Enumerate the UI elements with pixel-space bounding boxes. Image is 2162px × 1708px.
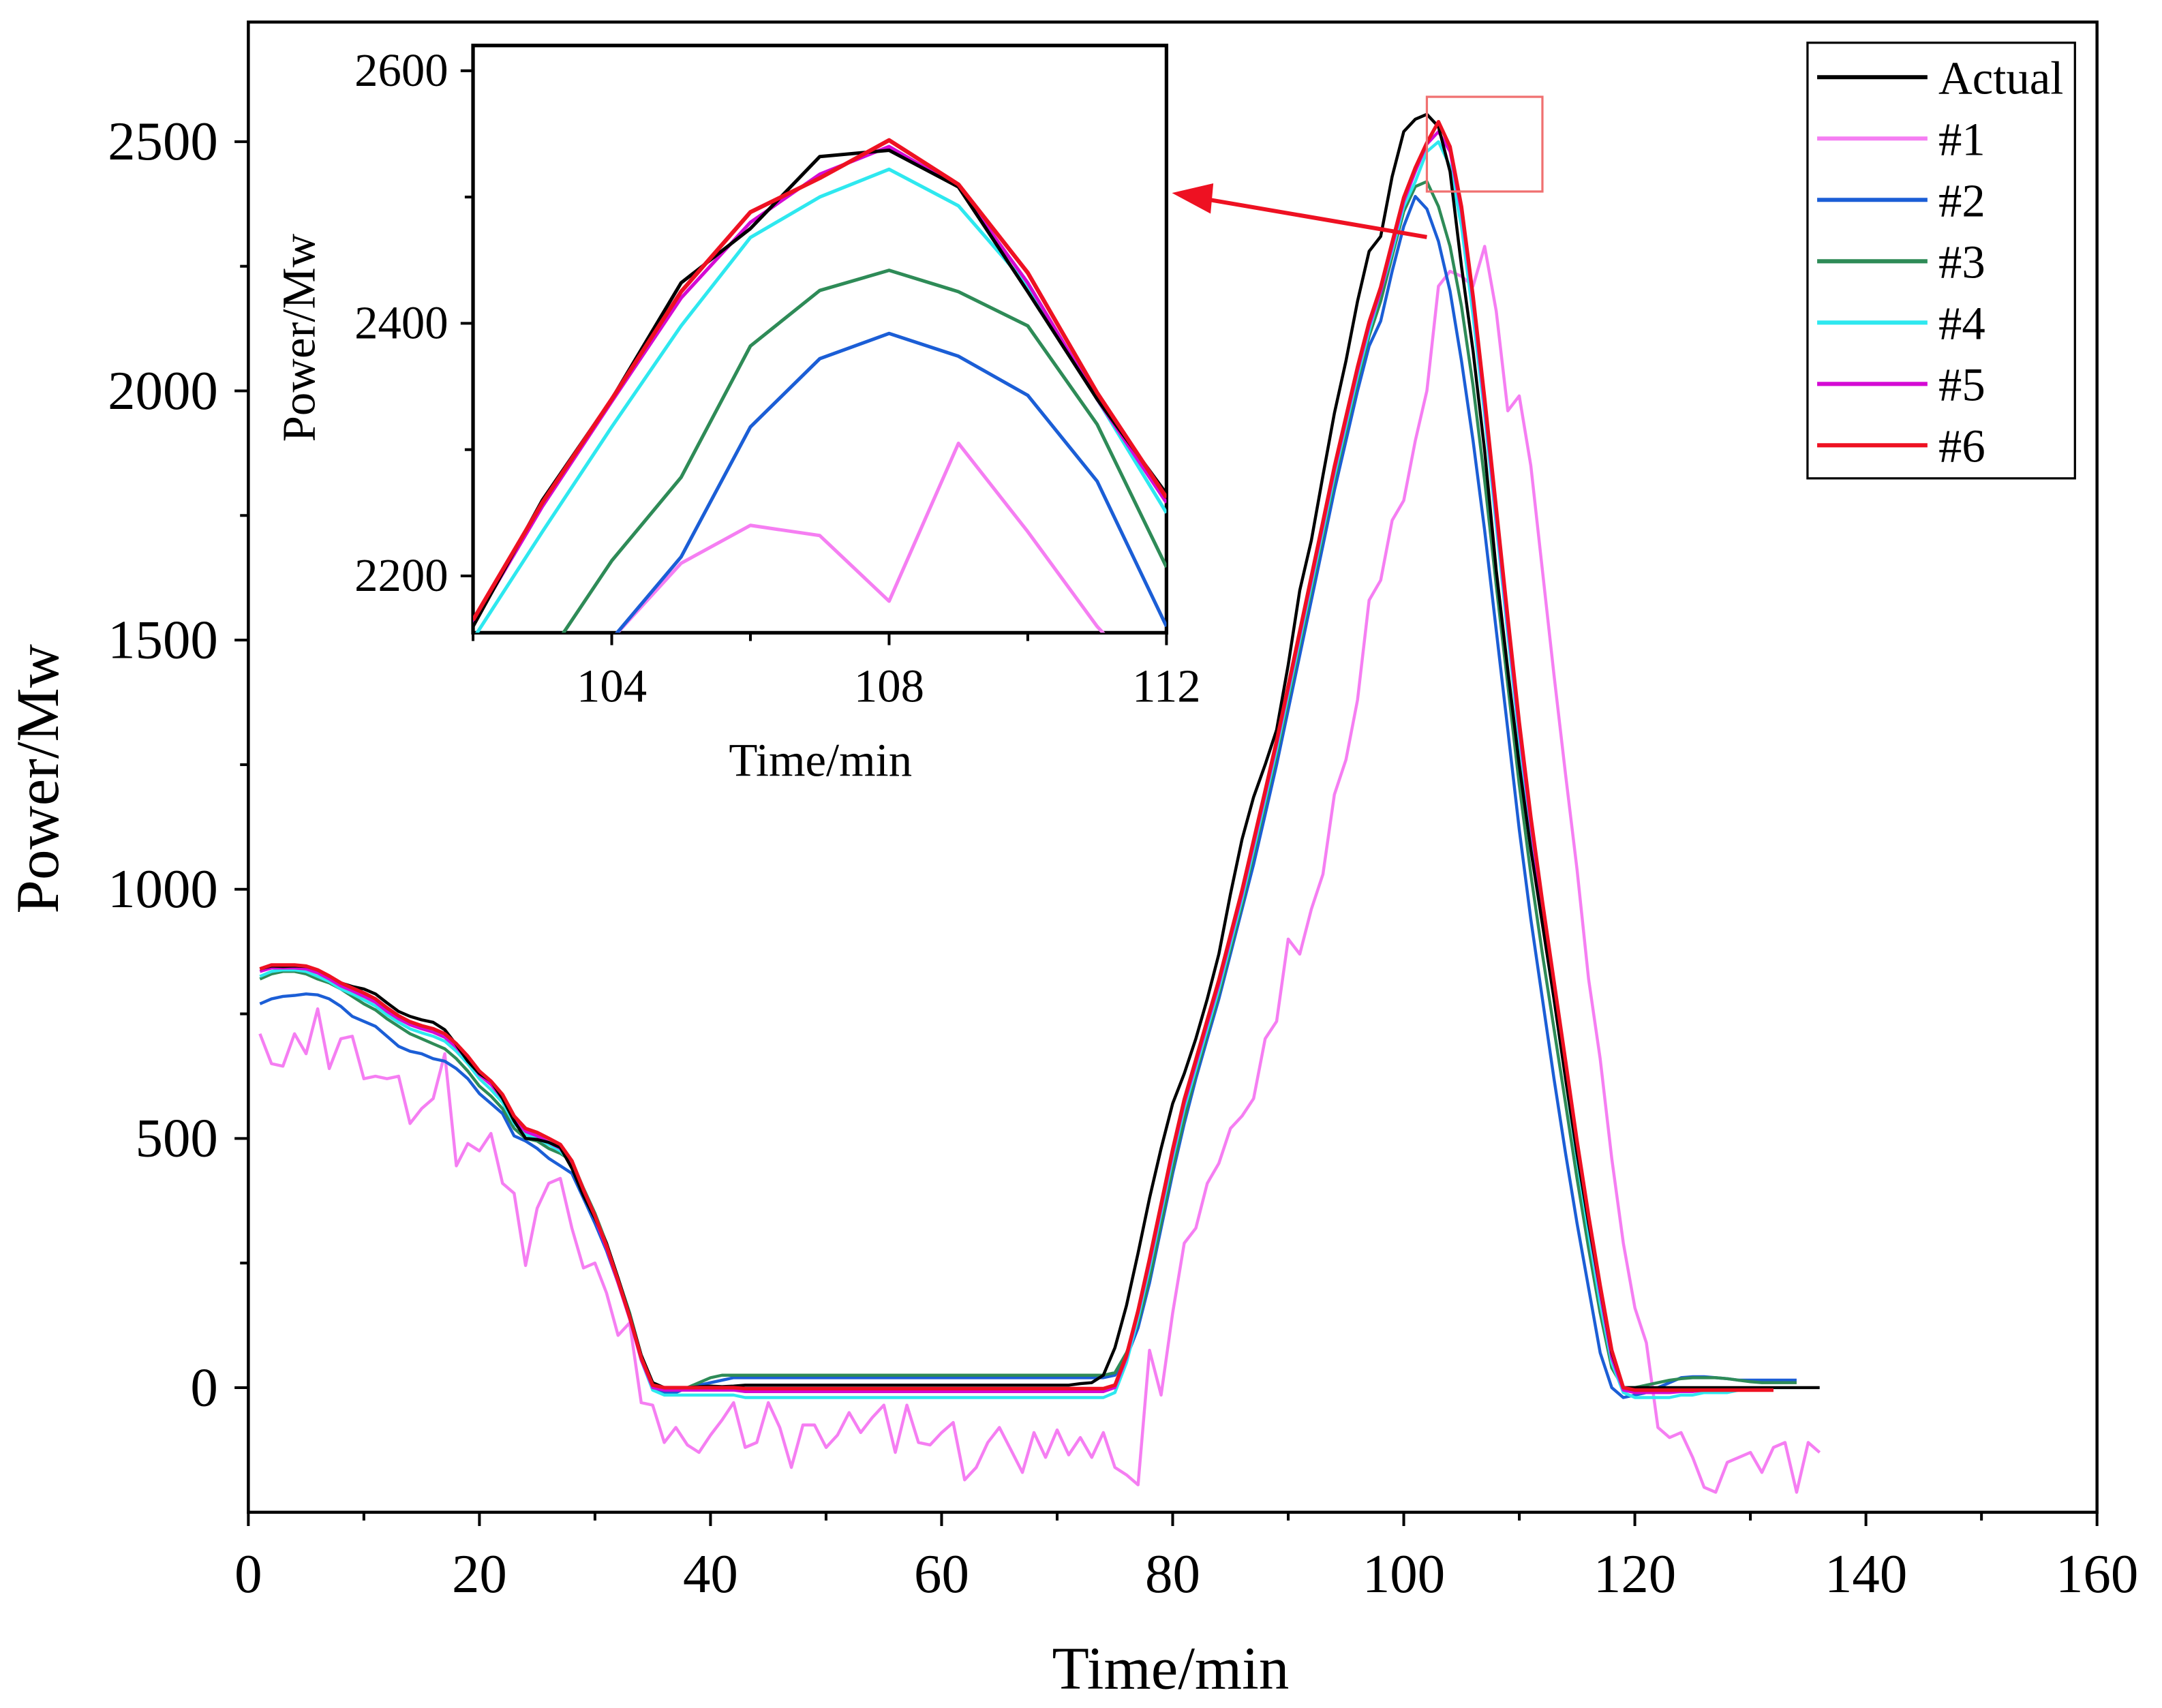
legend-label-series-6: #6 xyxy=(1938,421,1985,472)
inset-x-axis-label: Time/min xyxy=(729,735,912,787)
inset-x-tick-label: 112 xyxy=(1132,660,1201,712)
y-tick-label: 2000 xyxy=(108,361,218,421)
series-line-series-6 xyxy=(259,119,1773,1392)
x-axis-label: Time/min xyxy=(1052,1636,1290,1703)
inset-series-line-series-1 xyxy=(615,441,1106,633)
y-tick-label: 1000 xyxy=(108,859,218,919)
x-tick-label: 0 xyxy=(234,1544,262,1604)
zoom-arrow-line xyxy=(1202,196,1427,239)
series-line-series-2 xyxy=(259,194,1797,1399)
legend-label-series-5: #5 xyxy=(1938,359,1985,411)
x-tick-label: 60 xyxy=(914,1544,969,1604)
inset-x-tick-label: 108 xyxy=(854,660,924,712)
y-axis-label: Power/Mw xyxy=(5,644,72,913)
inset-y-axis-label: Power/Mw xyxy=(273,233,324,442)
inset-y-tick-label: 2600 xyxy=(354,44,448,96)
legend-label-series-2: #2 xyxy=(1938,175,1985,227)
x-tick-label: 140 xyxy=(1825,1544,1907,1604)
y-tick-label: 500 xyxy=(136,1108,218,1169)
legend-label-series-4: #4 xyxy=(1938,298,1985,350)
inset-y-tick-label: 2400 xyxy=(354,297,448,349)
inset-series-line-series-6 xyxy=(473,138,1167,622)
x-tick-label: 40 xyxy=(683,1544,738,1604)
y-tick-label: 0 xyxy=(190,1357,217,1418)
series-line-actual xyxy=(259,112,1820,1390)
legend: Actual #1 #2 #3 #4 #5 #6 xyxy=(1806,42,2076,480)
zoom-arrow-head xyxy=(1172,183,1214,214)
inset-series-line-series-3 xyxy=(561,269,1167,633)
zoom-highlight-box xyxy=(1425,95,1544,193)
x-tick-label: 80 xyxy=(1145,1544,1200,1604)
inset-series-line-series-2 xyxy=(615,331,1167,633)
y-tick-label: 2500 xyxy=(108,111,218,172)
inset-x-tick-label: 104 xyxy=(577,660,647,712)
x-tick-label: 100 xyxy=(1362,1544,1445,1604)
legend-label-series-3: #3 xyxy=(1938,237,1985,288)
x-tick-label: 20 xyxy=(452,1544,507,1604)
x-tick-label: 120 xyxy=(1594,1544,1676,1604)
y-tick-label: 1500 xyxy=(108,609,218,670)
series-line-series-1 xyxy=(258,245,1821,1494)
series-line-series-3 xyxy=(259,180,1797,1392)
x-tick-label: 160 xyxy=(2056,1544,2138,1604)
inset-plot-area: 104 108 112 2200 2400 2600 xyxy=(354,44,1201,712)
legend-label-actual: Actual xyxy=(1938,52,2063,104)
main-plot-area: 0 20 40 60 80 100 120 140 160 0 500 1000 1500 2000 250… xyxy=(108,20,2138,1604)
inset-series-group xyxy=(473,138,1167,633)
legend-label-series-1: #1 xyxy=(1938,114,1985,166)
inset-y-tick-label: 2200 xyxy=(354,549,448,601)
